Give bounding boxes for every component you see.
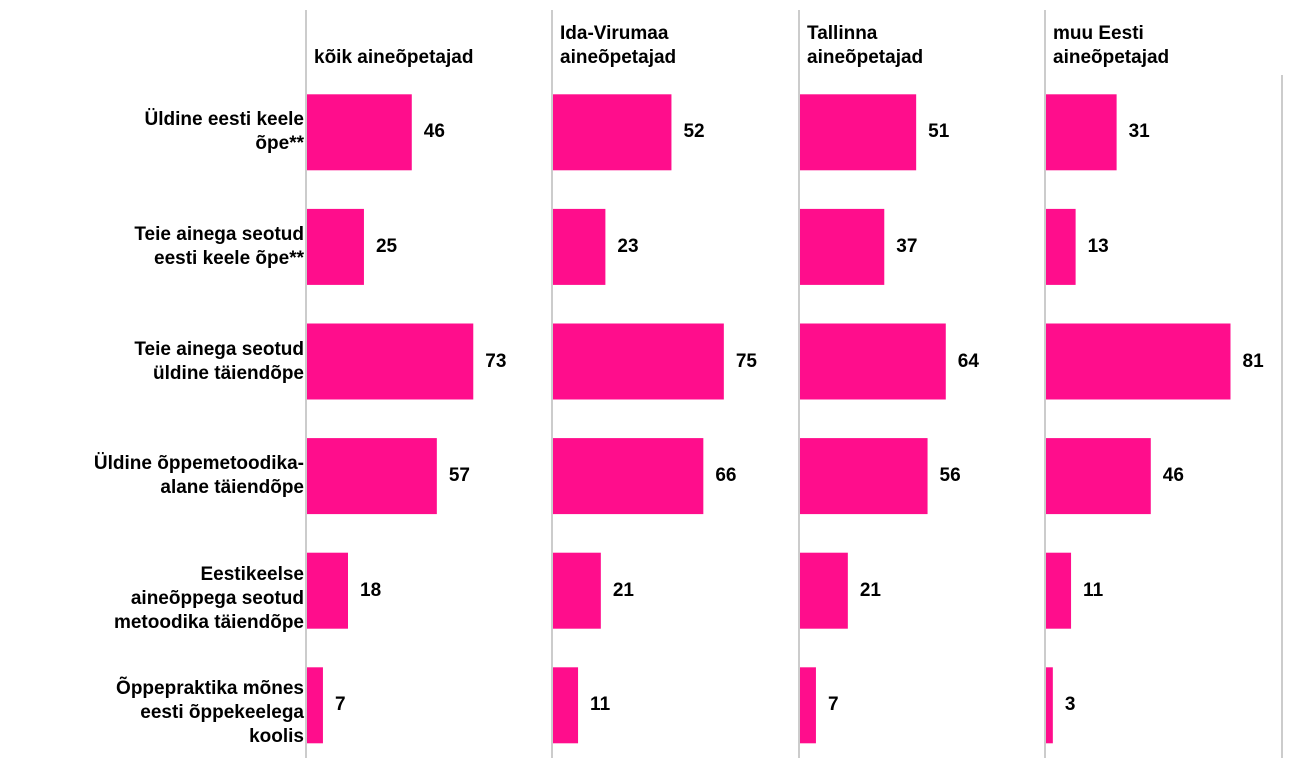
category-label: Üldine õppemetoodika- alane täiendõpe bbox=[93, 453, 304, 499]
value-label: 73 bbox=[485, 350, 507, 372]
value-label: 21 bbox=[612, 579, 634, 601]
bar bbox=[307, 323, 474, 400]
panel-title: Tallinna aineõpetajad bbox=[807, 23, 924, 68]
bar bbox=[1046, 94, 1117, 171]
category-label: Teie ainega seotud üldine täiendõpe bbox=[134, 338, 304, 384]
bar bbox=[553, 667, 579, 744]
bar bbox=[553, 552, 601, 629]
panel-title: Ida-Virumaa aineõpetajad bbox=[560, 23, 677, 68]
bar bbox=[307, 94, 412, 171]
value-label: 21 bbox=[859, 579, 881, 601]
bar bbox=[1046, 438, 1151, 515]
bar bbox=[800, 667, 816, 744]
bar bbox=[800, 323, 946, 400]
bar bbox=[307, 552, 348, 629]
value-label: 11 bbox=[590, 694, 611, 716]
bar bbox=[553, 323, 724, 400]
value-label: 57 bbox=[448, 465, 470, 487]
bar bbox=[800, 552, 848, 629]
bar bbox=[1046, 552, 1072, 629]
category-label: Õppepraktika mõnes eesti õppekeelega koo… bbox=[116, 678, 304, 748]
category-label: Teie ainega seotud eesti keele õpe** bbox=[134, 223, 304, 269]
bar bbox=[800, 438, 928, 515]
panel-title: kõik aineõpetajad bbox=[314, 47, 474, 68]
value-label: 18 bbox=[360, 579, 382, 601]
value-label: 64 bbox=[957, 350, 979, 372]
value-label: 13 bbox=[1087, 235, 1109, 257]
value-label: 7 bbox=[827, 694, 839, 716]
value-label: 46 bbox=[423, 121, 445, 143]
value-label: 52 bbox=[683, 121, 705, 143]
value-label: 23 bbox=[617, 235, 639, 257]
category-label: Eestikeelse aineõppega seotud metoodika … bbox=[113, 563, 304, 633]
category-label: Üldine eesti keele õpe** bbox=[144, 109, 304, 155]
bar bbox=[800, 94, 917, 171]
value-label: 3 bbox=[1064, 694, 1076, 716]
bar bbox=[1046, 323, 1231, 400]
value-label: 46 bbox=[1162, 465, 1184, 487]
bar bbox=[553, 94, 672, 171]
value-label: 7 bbox=[334, 694, 346, 716]
panel-title: muu Eesti aineõpetajad bbox=[1053, 23, 1170, 68]
value-label: 25 bbox=[375, 235, 398, 257]
value-label: 31 bbox=[1128, 121, 1150, 143]
bar bbox=[800, 208, 885, 285]
bar bbox=[553, 208, 606, 285]
bar bbox=[1046, 667, 1053, 744]
bar bbox=[553, 438, 704, 515]
value-label: 37 bbox=[896, 235, 918, 257]
value-label: 11 bbox=[1083, 579, 1104, 601]
value-label: 51 bbox=[928, 121, 950, 143]
value-label: 75 bbox=[735, 350, 757, 372]
bar bbox=[307, 438, 437, 515]
bar bbox=[307, 667, 323, 744]
value-label: 56 bbox=[939, 465, 961, 487]
bar bbox=[1046, 208, 1076, 285]
bar bbox=[307, 208, 364, 285]
value-label: 81 bbox=[1242, 350, 1264, 372]
value-label: 66 bbox=[715, 465, 737, 487]
